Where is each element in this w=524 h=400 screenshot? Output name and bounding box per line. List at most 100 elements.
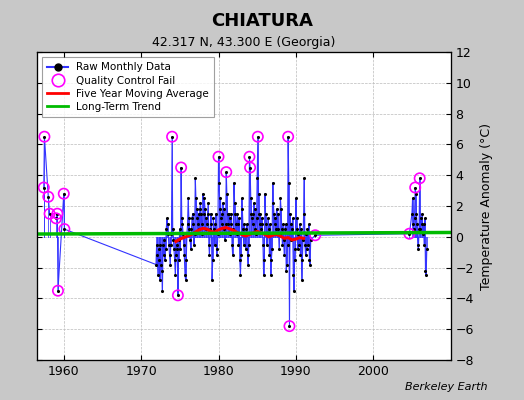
- Point: [421, 268, 430, 274]
- Point: [253, 175, 261, 182]
- Point: [215, 180, 223, 186]
- Point: [207, 221, 215, 228]
- Point: [421, 215, 429, 222]
- Point: [301, 241, 309, 248]
- Point: [237, 252, 245, 258]
- Point: [198, 230, 206, 237]
- Point: [227, 210, 236, 217]
- Point: [297, 226, 305, 232]
- Point: [311, 232, 320, 238]
- Point: [195, 226, 203, 232]
- Point: [250, 206, 259, 212]
- Point: [209, 215, 217, 222]
- Point: [416, 175, 424, 182]
- Point: [226, 221, 235, 228]
- Point: [60, 190, 68, 197]
- Point: [296, 252, 304, 258]
- Point: [285, 180, 293, 186]
- Point: [266, 221, 275, 228]
- Point: [187, 226, 195, 232]
- Point: [254, 134, 262, 140]
- Point: [257, 215, 266, 222]
- Point: [201, 206, 209, 212]
- Point: [269, 200, 278, 206]
- Point: [276, 195, 285, 202]
- Point: [193, 215, 201, 222]
- Point: [228, 252, 237, 258]
- Point: [226, 215, 234, 222]
- Point: [153, 252, 161, 258]
- Point: [160, 237, 169, 243]
- Point: [261, 190, 269, 197]
- Point: [267, 257, 276, 263]
- Point: [254, 190, 263, 197]
- Point: [239, 226, 247, 232]
- Point: [183, 230, 191, 237]
- Point: [211, 241, 219, 248]
- Point: [168, 134, 176, 140]
- Point: [175, 237, 183, 243]
- Y-axis label: Temperature Anomaly (°C): Temperature Anomaly (°C): [479, 122, 493, 290]
- Point: [271, 215, 279, 222]
- Point: [270, 221, 279, 228]
- Point: [411, 184, 419, 191]
- Point: [177, 164, 185, 171]
- Point: [278, 241, 287, 248]
- Point: [53, 210, 61, 217]
- Point: [180, 252, 189, 258]
- Point: [229, 226, 237, 232]
- Point: [222, 169, 231, 175]
- Point: [279, 221, 287, 228]
- Point: [272, 206, 281, 212]
- Point: [181, 272, 189, 278]
- Point: [60, 190, 68, 197]
- Point: [186, 237, 194, 243]
- Point: [166, 261, 174, 268]
- Point: [46, 210, 54, 217]
- Point: [242, 246, 250, 252]
- Point: [239, 241, 248, 248]
- Point: [164, 230, 172, 237]
- Point: [194, 221, 202, 228]
- Point: [274, 210, 282, 217]
- Point: [40, 184, 48, 191]
- Point: [248, 215, 256, 222]
- Point: [268, 246, 276, 252]
- Point: [275, 246, 283, 252]
- Point: [412, 190, 420, 197]
- Point: [203, 221, 211, 228]
- Point: [192, 195, 200, 202]
- Point: [214, 230, 222, 237]
- Point: [262, 221, 270, 228]
- Point: [236, 272, 245, 278]
- Point: [178, 215, 186, 222]
- Point: [155, 246, 163, 252]
- Point: [272, 226, 280, 232]
- Point: [282, 268, 290, 274]
- Point: [408, 195, 417, 202]
- Point: [410, 215, 419, 222]
- Point: [235, 215, 243, 222]
- Text: Berkeley Earth: Berkeley Earth: [405, 382, 487, 392]
- Point: [183, 221, 192, 228]
- Point: [199, 190, 207, 197]
- Point: [261, 210, 270, 217]
- Point: [176, 246, 184, 252]
- Point: [152, 261, 160, 268]
- Point: [279, 237, 288, 243]
- Point: [417, 215, 425, 222]
- Point: [214, 154, 223, 160]
- Point: [60, 226, 69, 232]
- Point: [173, 292, 182, 298]
- Point: [220, 226, 228, 232]
- Point: [230, 180, 238, 186]
- Point: [184, 195, 192, 202]
- Point: [177, 164, 185, 171]
- Point: [191, 230, 199, 237]
- Point: [307, 237, 315, 243]
- Point: [256, 221, 264, 228]
- Point: [178, 221, 187, 228]
- Point: [304, 241, 312, 248]
- Point: [166, 252, 174, 258]
- Point: [415, 226, 423, 232]
